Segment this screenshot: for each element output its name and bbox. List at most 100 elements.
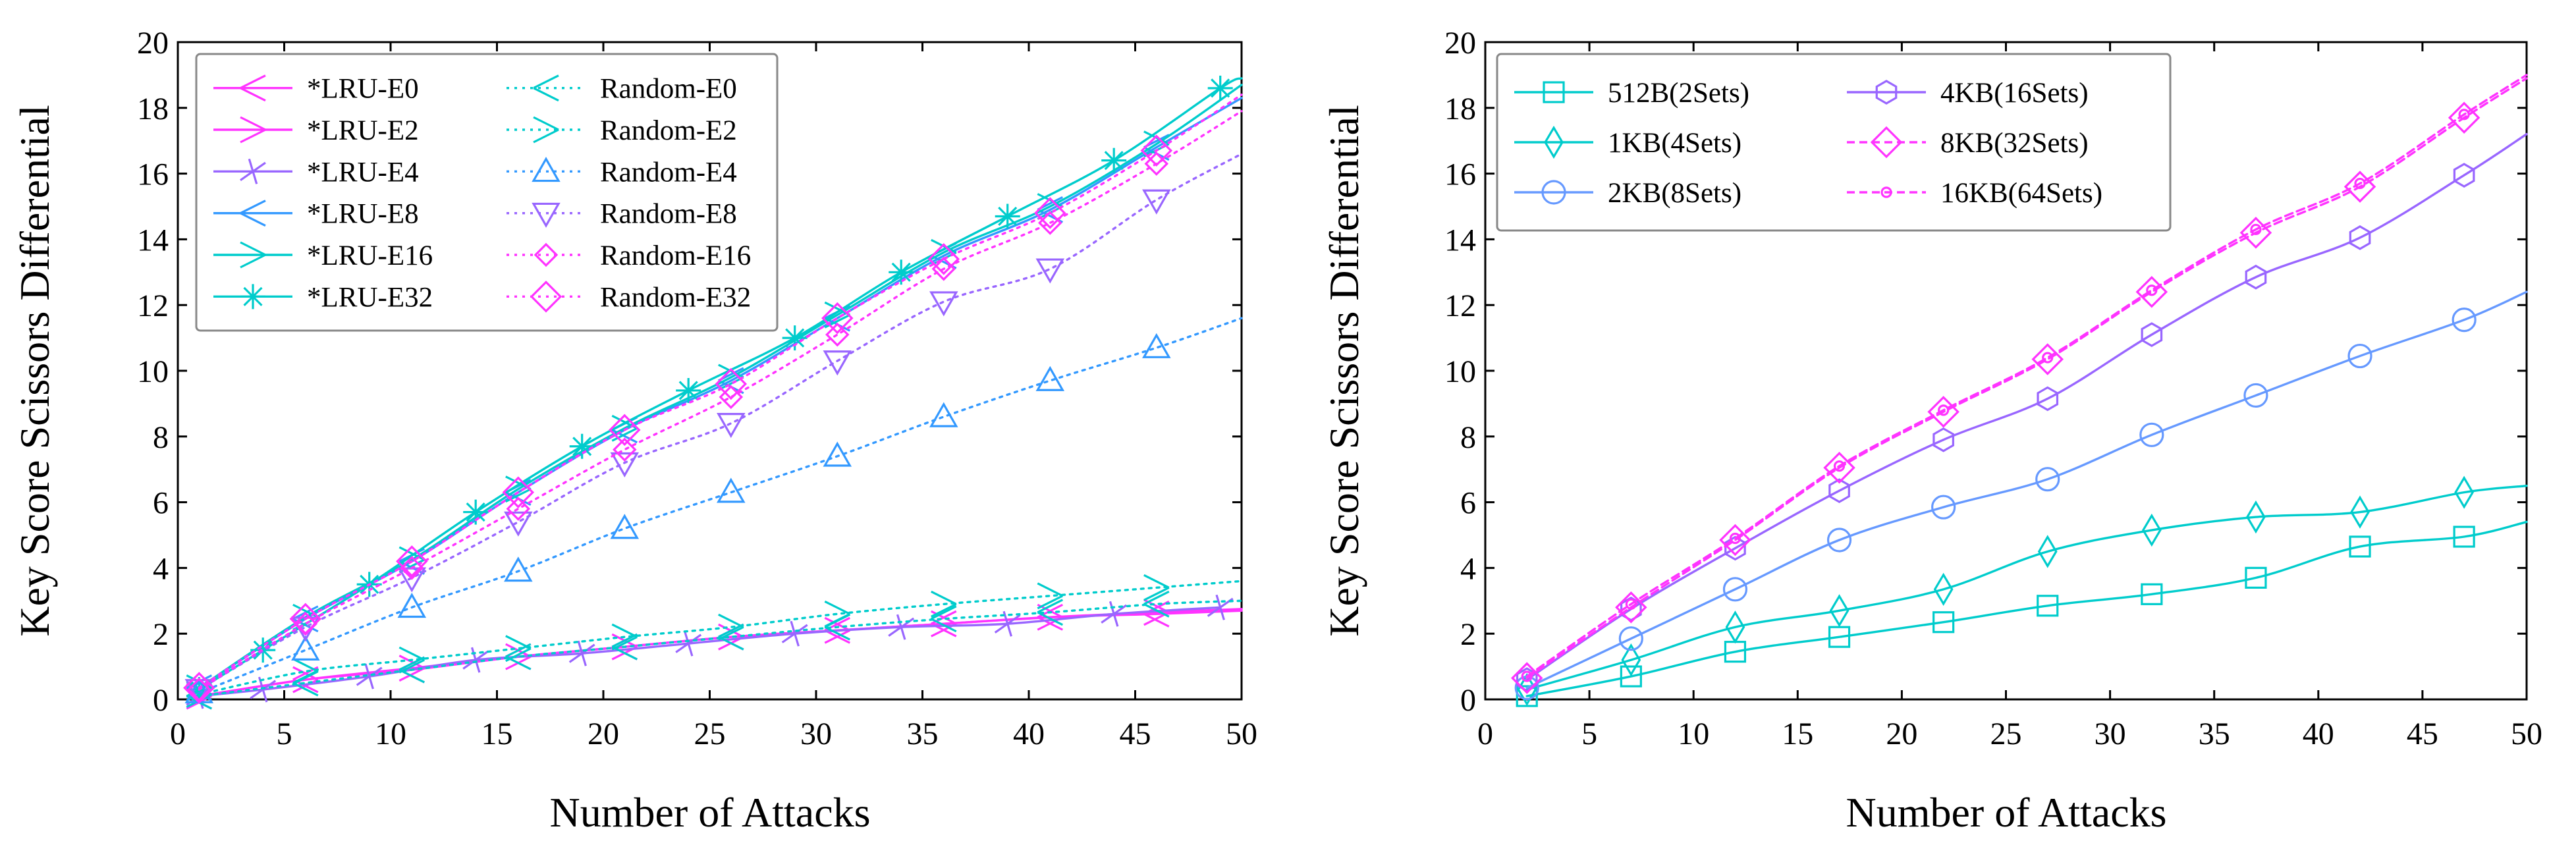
data-point [1722,577,1748,602]
y-tick-label: 14 [1444,223,1476,257]
y-tick-label: 12 [1444,288,1476,323]
data-point [1034,197,1066,229]
data-point [675,630,702,657]
y-tick-label: 4 [153,551,169,586]
data-point [1143,590,1170,618]
data-point [2246,500,2266,534]
data-point [1826,528,1852,553]
data-point [462,647,489,673]
legend-label: 4KB(16Sets) [1940,78,2089,109]
series-line [198,608,1243,697]
series-512B(2Sets) [1516,520,2528,707]
y-tick-label: 6 [153,486,169,521]
y-tick-label: 2 [153,617,169,652]
data-point [1140,134,1173,167]
data-point [2245,264,2267,290]
data-point [1143,574,1170,601]
data-point [782,325,808,351]
data-point [2141,322,2163,347]
data-point [717,477,746,503]
x-tick-label: 0 [1477,717,1493,751]
x-tick-label: 10 [1678,717,1709,751]
data-point [1618,626,1643,651]
data-point [2349,535,2371,558]
data-point [2146,284,2158,296]
data-point [2031,343,2064,375]
legend-marker [533,116,559,144]
data-point [2239,217,2272,249]
x-tick-label: 50 [1226,717,1257,751]
data-point [289,603,322,636]
y-tick-label: 20 [1444,26,1476,61]
data-point [1035,258,1065,284]
data-point [292,666,319,693]
x-tick-label: 15 [481,717,513,751]
data-point [931,605,957,633]
legend-label: *LRU-E2 [307,115,419,146]
y-tick-label: 6 [1460,486,1476,521]
y-tick-label: 20 [137,26,169,61]
data-point [2042,352,2054,364]
legend-label: Random-E8 [600,199,737,230]
data-point [823,441,852,467]
data-point [2037,535,2058,568]
x-tick-label: 30 [2095,717,2126,751]
series-2KB(8Sets) [1514,290,2528,701]
legend-label: *LRU-E32 [307,282,433,313]
legend-marker [1875,80,1898,105]
y-tick-label: 12 [137,288,169,323]
data-point [397,593,427,618]
data-point [2354,177,2366,190]
data-point [2453,163,2475,188]
data-point [250,637,276,663]
data-point [1823,451,1855,484]
legend-marker [240,241,266,269]
legend: *LRU-E0 *LRU-E2 *LRU-E4 *LRU-E8 *LRU-E16 *LRU… [195,53,779,332]
x-tick-label: 20 [588,717,619,751]
data-point [505,635,532,663]
legend-label: 1KB(4Sets) [1608,128,1741,159]
data-point [504,556,533,582]
x-tick-label: 20 [1886,717,1917,751]
data-point [1142,333,1171,358]
data-point [502,476,535,508]
legend-marker [240,158,266,184]
data-point [781,620,808,647]
data-point [1829,594,1850,628]
data-point [611,623,638,651]
data-point [715,367,748,400]
series-line [198,110,1243,691]
data-point [824,616,851,644]
legend-marker [240,200,266,227]
data-point [2458,109,2470,121]
x-tick-label: 10 [375,717,406,751]
data-point [2037,386,2059,412]
x-tick-label: 45 [1120,717,1151,751]
legend-label: Random-E4 [600,157,737,188]
data-point [2035,467,2060,492]
x-tick-label: 5 [277,717,292,751]
legend: 512B(2Sets) 1KB(4Sets) 2KB(8Sets) 4KB(16Set… [1496,53,2172,232]
data-point [1933,572,1954,606]
legend-label: Random-E0 [600,74,737,105]
data-point [2037,595,2059,617]
series-line [1525,290,2528,690]
legend-label: *LRU-E4 [307,157,419,188]
data-point [676,377,701,403]
data-point [1931,495,1956,520]
y-tick-label: 16 [137,157,169,192]
data-point [1142,189,1171,215]
data-point [291,635,320,661]
data-point [2452,308,2477,333]
data-point [823,350,852,376]
data-point [718,613,744,641]
data-point [2349,225,2371,250]
x-tick-label: 15 [1782,717,1813,751]
data-point [719,385,744,410]
x-tick-label: 40 [1013,717,1045,751]
data-point [927,243,960,275]
data-point [1101,148,1127,173]
data-point [2243,383,2268,408]
legend-marker [530,281,562,313]
data-point [610,452,640,477]
